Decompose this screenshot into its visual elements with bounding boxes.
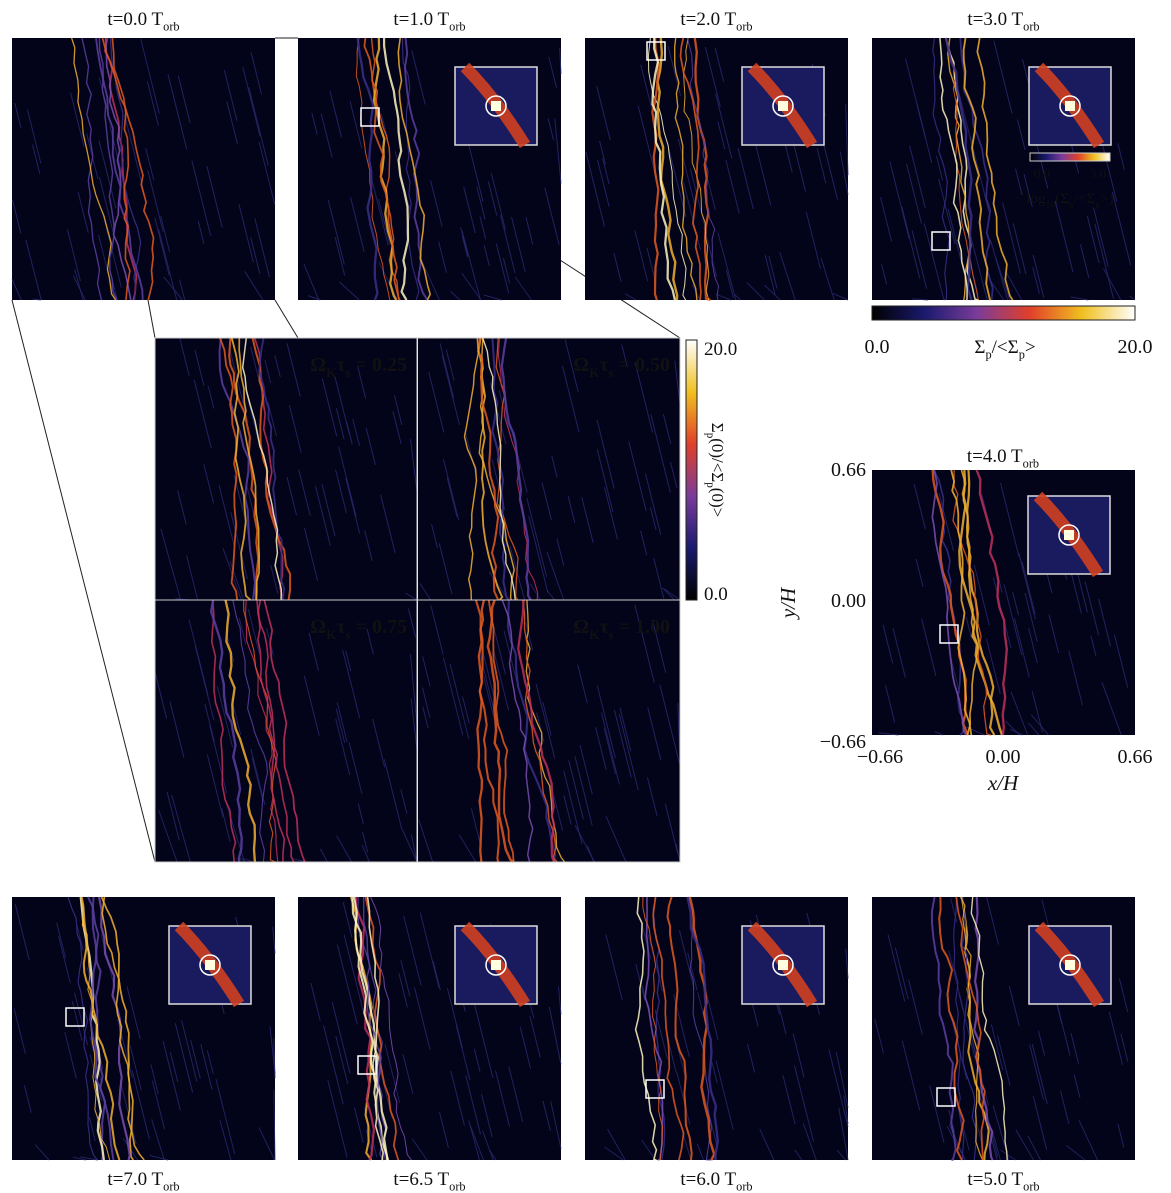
panel-title: t=1.0 Torb xyxy=(393,9,465,34)
snapshot xyxy=(12,38,275,300)
text-part: t=6.5 T xyxy=(393,1169,449,1190)
zoom-inset xyxy=(742,67,824,145)
clump-core xyxy=(778,101,788,111)
text-part: /<Σ xyxy=(1074,191,1095,207)
text-part: (0)> xyxy=(708,488,727,517)
zoom-inset xyxy=(169,926,251,1004)
x-tick-label: 0.66 xyxy=(1118,746,1153,768)
figure: t=0.0 Torbt=1.0 Torbt=2.0 Torbt=3.0 Torb… xyxy=(0,0,1171,1193)
zoom-inset xyxy=(742,926,824,1004)
text-part: t=5.0 T xyxy=(967,1169,1023,1190)
subscript: orb xyxy=(1023,1180,1039,1193)
text-part: Σ xyxy=(708,423,727,433)
panel-title: t=4.0 Torb xyxy=(967,446,1039,471)
text-part: = 1.00 xyxy=(614,616,670,638)
snapshot xyxy=(155,600,417,862)
text-part: = 0.25 xyxy=(351,354,407,376)
x-tick-label: −0.66 xyxy=(857,746,903,768)
text-part: = 0.50 xyxy=(614,354,670,376)
clump-core xyxy=(778,960,788,970)
panel-title: t=6.5 Torb xyxy=(393,1169,465,1193)
label: 20.0 xyxy=(1118,336,1153,358)
zoom-inset xyxy=(455,926,537,1004)
subscript: 10 xyxy=(1046,200,1056,211)
text-part: (0)/<Σ xyxy=(708,438,727,482)
subscript: orb xyxy=(163,20,179,34)
label: 20.0 xyxy=(704,339,737,360)
text-part: (Σ xyxy=(1055,191,1069,207)
clump-core xyxy=(1065,101,1075,111)
text-part: t=0.0 T xyxy=(107,9,163,30)
clump-core xyxy=(491,960,501,970)
text-part: = 0.75 xyxy=(351,616,407,638)
text-part: /<Σ xyxy=(992,337,1019,358)
text-part: >) xyxy=(1100,191,1113,207)
panel-title: t=6.0 Torb xyxy=(680,1169,752,1193)
text-part: t=2.0 T xyxy=(680,9,736,30)
text-part: τ xyxy=(599,616,608,638)
y-tick-label: 0.66 xyxy=(831,459,866,481)
text-part: t=6.0 T xyxy=(680,1169,736,1190)
text-part: t=3.0 T xyxy=(967,9,1023,30)
main-colorbar xyxy=(872,306,1135,320)
label: Σp(0)/<Σp(0)> xyxy=(704,423,727,517)
label: Σp/<Σp> xyxy=(974,337,1035,362)
label: 3.0 xyxy=(1090,166,1106,181)
panel-title: t=3.0 Torb xyxy=(967,9,1039,34)
text-part: Ω xyxy=(573,616,589,638)
subscript: orb xyxy=(1023,457,1039,471)
text-part: Ω xyxy=(310,354,326,376)
inset-colorbar xyxy=(1030,153,1110,161)
snapshot xyxy=(418,600,680,862)
label: 0.0 xyxy=(865,336,890,358)
panel-title: t=7.0 Torb xyxy=(107,1169,179,1193)
y-axis-label: y/H xyxy=(776,586,800,620)
subscript: orb xyxy=(1023,20,1039,34)
text-part: τ xyxy=(336,354,345,376)
zoom-inset xyxy=(1029,67,1111,145)
center-colorbar xyxy=(686,340,697,600)
y-tick-label: 0.00 xyxy=(831,590,866,612)
snapshot-bg xyxy=(418,600,680,862)
x-axis-label: x/H xyxy=(987,771,1020,795)
text-part: τ xyxy=(336,616,345,638)
clump-core xyxy=(491,101,501,111)
clump-core xyxy=(1065,960,1075,970)
panel-title: t=5.0 Torb xyxy=(967,1169,1039,1193)
zoom-inset xyxy=(1028,496,1110,574)
subscript: orb xyxy=(449,1180,465,1193)
text-part: Ω xyxy=(310,616,326,638)
text-part: log xyxy=(1026,191,1046,207)
snapshot xyxy=(418,338,680,600)
zoom-inset xyxy=(455,67,537,145)
snapshot-bg xyxy=(12,38,275,300)
text-part: Σ xyxy=(974,337,985,358)
zoom-inset xyxy=(1029,926,1111,1004)
snapshot-bg xyxy=(418,338,680,600)
text-part: τ xyxy=(599,354,608,376)
panel-title: t=2.0 Torb xyxy=(680,9,752,34)
text-part: t=4.0 T xyxy=(967,446,1023,467)
subscript: orb xyxy=(163,1180,179,1193)
text-part: > xyxy=(1025,337,1036,358)
clump-core xyxy=(1064,530,1074,540)
text-part: t=1.0 T xyxy=(393,9,449,30)
label: 0.0 xyxy=(1034,166,1050,181)
label: 0.0 xyxy=(704,584,728,605)
x-tick-label: 0.00 xyxy=(986,746,1021,768)
snapshot xyxy=(155,338,417,600)
clump-core xyxy=(205,960,215,970)
panel-title: t=0.0 Torb xyxy=(107,9,179,34)
text-part: Ω xyxy=(573,354,589,376)
subscript: orb xyxy=(449,20,465,34)
text-part: t=7.0 T xyxy=(107,1169,163,1190)
subscript: orb xyxy=(736,1180,752,1193)
subscript: orb xyxy=(736,20,752,34)
